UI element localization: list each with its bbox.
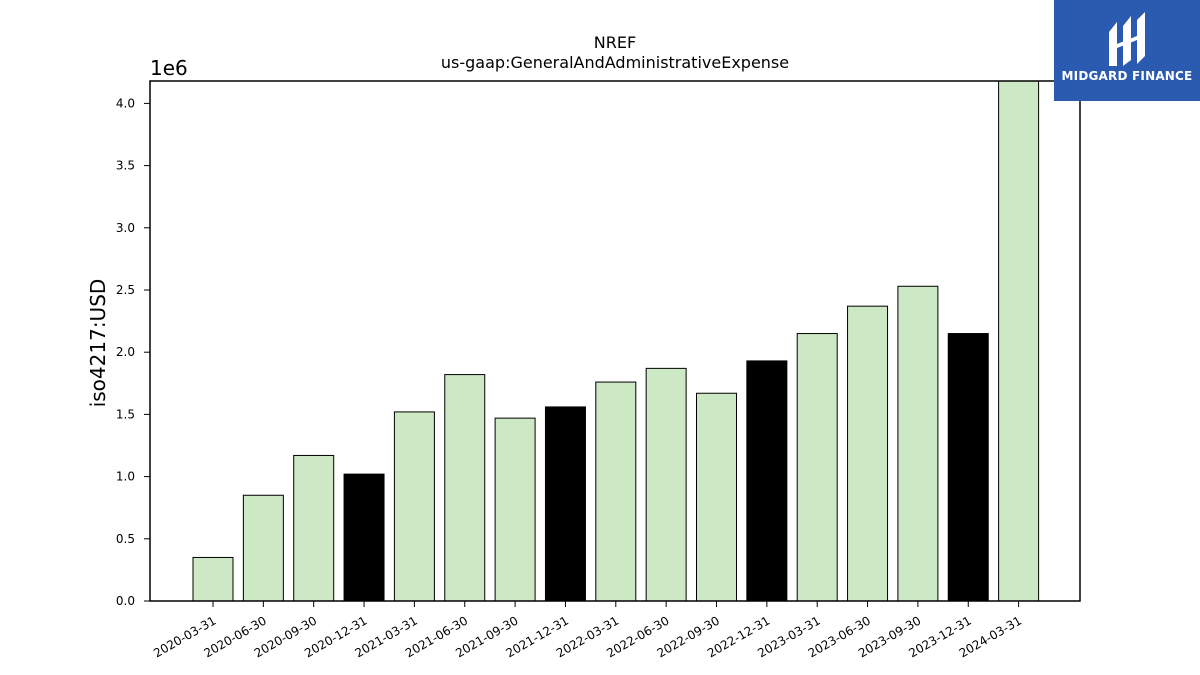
bar-2023-03-31: [796, 333, 838, 602]
plot-area: 0.00.51.01.52.02.53.03.54.02020-03-31202…: [116, 80, 1040, 660]
y-axis-offset-label: 1e6: [150, 56, 188, 80]
plot-frame: [149, 80, 1081, 602]
bar-2022-03-31: [595, 381, 637, 602]
bar-2023-12-31: [947, 333, 989, 602]
y-tick-label: 2.5: [116, 283, 135, 297]
y-tick-label: 4.0: [116, 96, 135, 110]
bar-2020-09-30: [293, 454, 335, 602]
bar-2022-12-31: [746, 360, 788, 602]
chart-subtitle: us-gaap:GeneralAndAdministrativeExpense: [441, 53, 789, 72]
logo-text: MIDGARD FINANCE: [1061, 69, 1193, 83]
y-tick-label: 0.5: [116, 532, 135, 546]
y-axis-label: iso4217:USD: [86, 279, 110, 408]
brand-logo: MIDGARD FINANCE: [1054, 0, 1200, 101]
bar-2022-06-30: [645, 367, 687, 602]
chart-title: NREF: [594, 33, 636, 52]
bar-2020-03-31: [192, 556, 234, 602]
bar-2021-12-31: [544, 406, 586, 602]
bar-2023-09-30: [897, 285, 939, 602]
bar-2021-06-30: [444, 374, 486, 602]
bar-2020-12-31: [343, 473, 385, 602]
bar-2023-06-30: [847, 305, 889, 602]
bar-2024-03-31: [998, 80, 1040, 602]
logo-mark-icon: [1109, 12, 1145, 66]
y-tick-label: 1.0: [116, 470, 135, 484]
y-tick-label: 3.5: [116, 159, 135, 173]
y-tick-label: 1.5: [116, 407, 135, 421]
bar-2022-09-30: [696, 392, 737, 602]
bar-2021-03-31: [393, 411, 435, 602]
y-tick-label: 3.0: [116, 221, 135, 235]
y-tick-label: 0.0: [116, 594, 135, 608]
bar-2020-06-30: [242, 494, 284, 602]
y-tick-label: 2.0: [116, 345, 135, 359]
bar-2021-09-30: [494, 417, 536, 602]
